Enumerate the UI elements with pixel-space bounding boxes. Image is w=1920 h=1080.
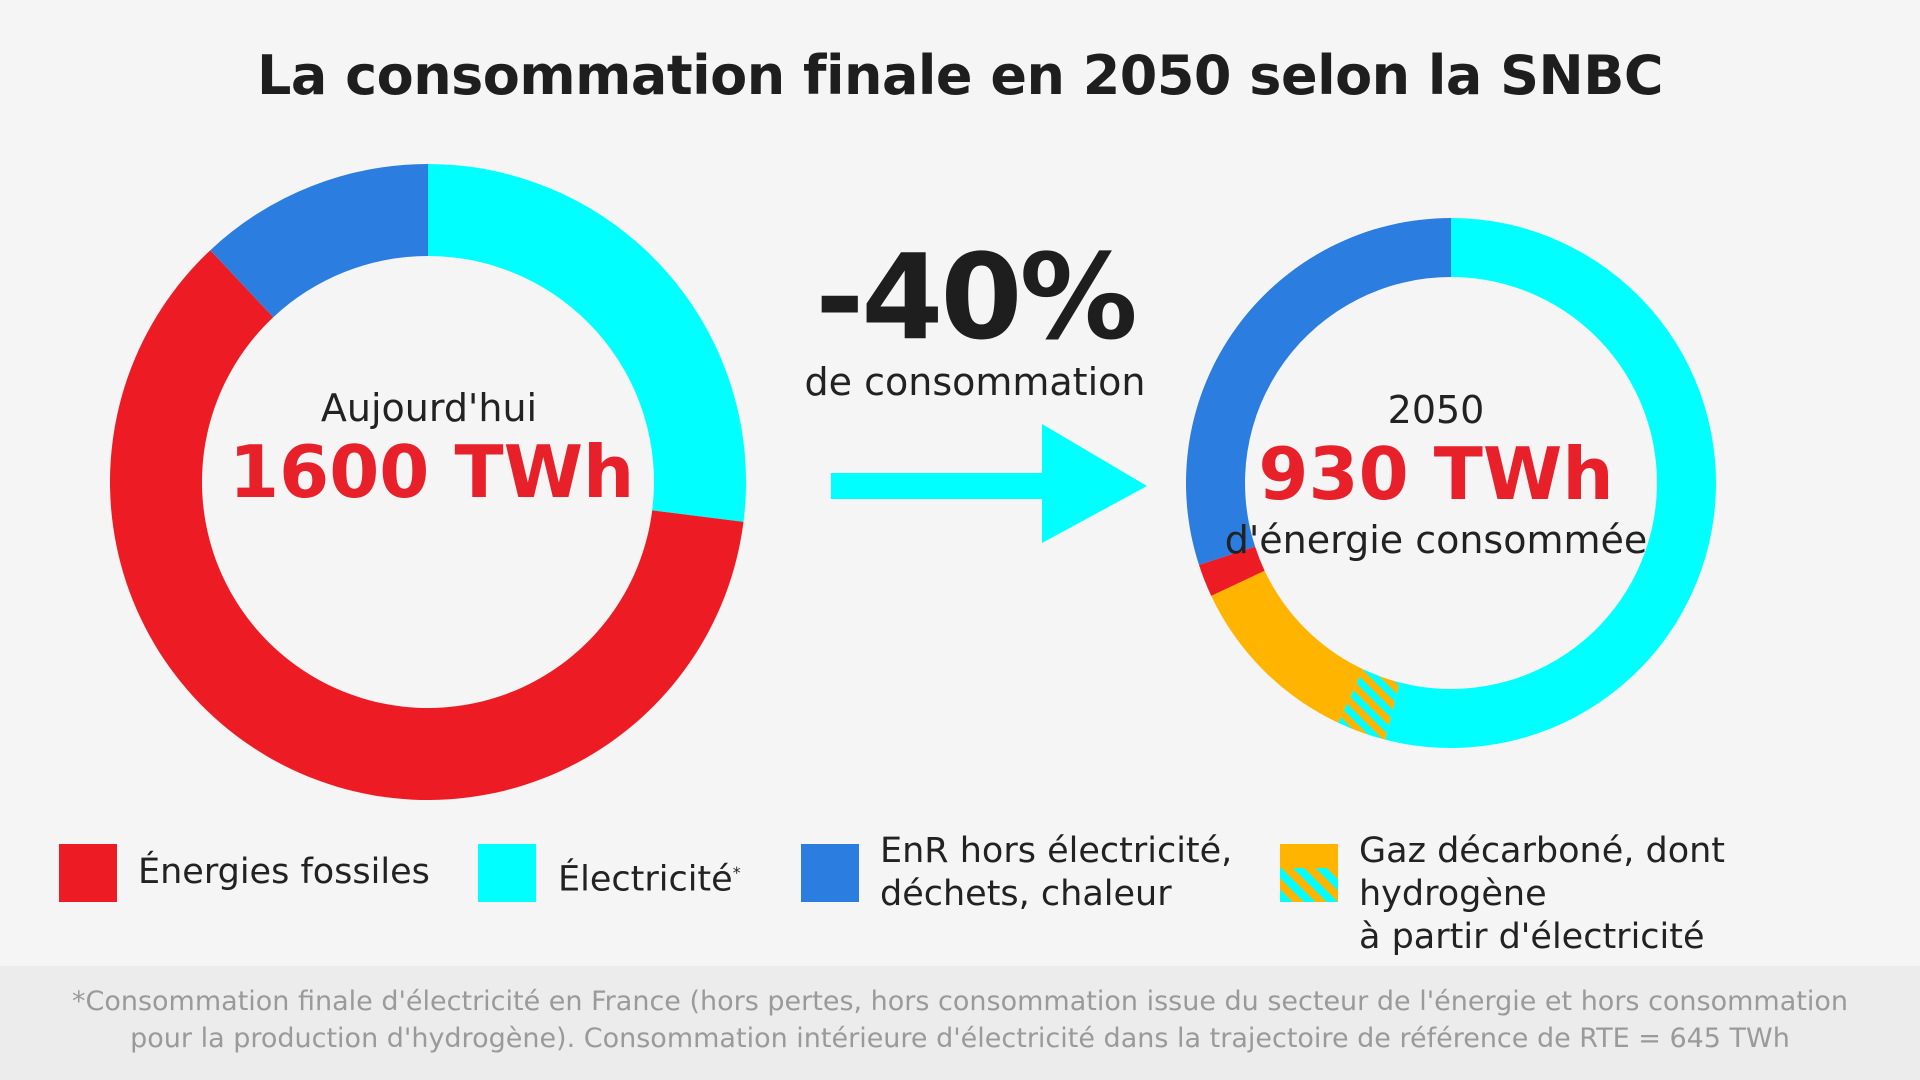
legend-swatch-fossiles (59, 844, 117, 902)
2050-sublabel: d'énergie consommée (1224, 518, 1648, 562)
footnote-text: *Consommation finale d'électricité en Fr… (40, 983, 1880, 1057)
donut-1-segment-electricite (1385, 218, 1716, 748)
donut-1-segment-gaz_hydrogene (1338, 669, 1400, 740)
donut-0-segment-enr (210, 164, 428, 318)
legend-label-gaz-line2: à partir d'électricité (1359, 917, 1705, 957)
reduction-percent: -40% (815, 228, 1137, 366)
reduction-block: -40% de consommation (775, 238, 1175, 404)
donut-1-segment-gaz (1211, 570, 1364, 723)
footnote: *Consommation finale d'électricité en Fr… (0, 966, 1920, 1080)
legend-label-fossiles: Énergies fossiles (138, 852, 430, 892)
reduction-label: de consommation (804, 360, 1146, 404)
legend-label-electricite: Électricité* (558, 851, 741, 902)
donut-1-segment-fossiles (1198, 546, 1265, 596)
2050-center: 2050 930 TWh d'énergie consommée (1186, 388, 1686, 562)
footnote-line1: *Consommation finale d'électricité en Fr… (71, 986, 1848, 1017)
chart-title: La consommation finale en 2050 selon la … (256, 44, 1664, 107)
legend-label-enr-line2: déchets, chaleur (880, 874, 1172, 914)
legend-label-gaz-line1: Gaz décarboné, dont hydrogène (1359, 831, 1726, 914)
legend-swatch-electricite (478, 844, 536, 902)
2050-value: 930 TWh (1258, 432, 1614, 516)
today-label: Aujourd'hui (320, 386, 538, 430)
legend-label-enr-line1: EnR hors électricité, (880, 831, 1233, 871)
today-center: Aujourd'hui 1600 TWh (229, 386, 635, 514)
today-value: 1600 TWh (229, 430, 635, 514)
footnote-line2: pour la production d'hydrogène). Consomm… (130, 1023, 1790, 1054)
legend-swatch-enr (801, 844, 859, 902)
legend-swatch-gaz (1280, 844, 1338, 902)
arrow-right-icon (831, 424, 1147, 543)
2050-label: 2050 (1387, 388, 1485, 432)
legend-label-enr: EnR hors électricité, déchets, chaleur (880, 830, 1232, 916)
donut-1-segment-enr (1186, 217, 1451, 565)
donut-0-segment-fossiles (109, 250, 744, 800)
footnote-marker: * (732, 863, 741, 882)
legend-label-gaz: Gaz décarboné, dont hydrogène à partir d… (1359, 830, 1920, 959)
legend-label-electricite-text: Électricité (558, 859, 733, 900)
donut-0-segment-electricite (428, 164, 747, 522)
